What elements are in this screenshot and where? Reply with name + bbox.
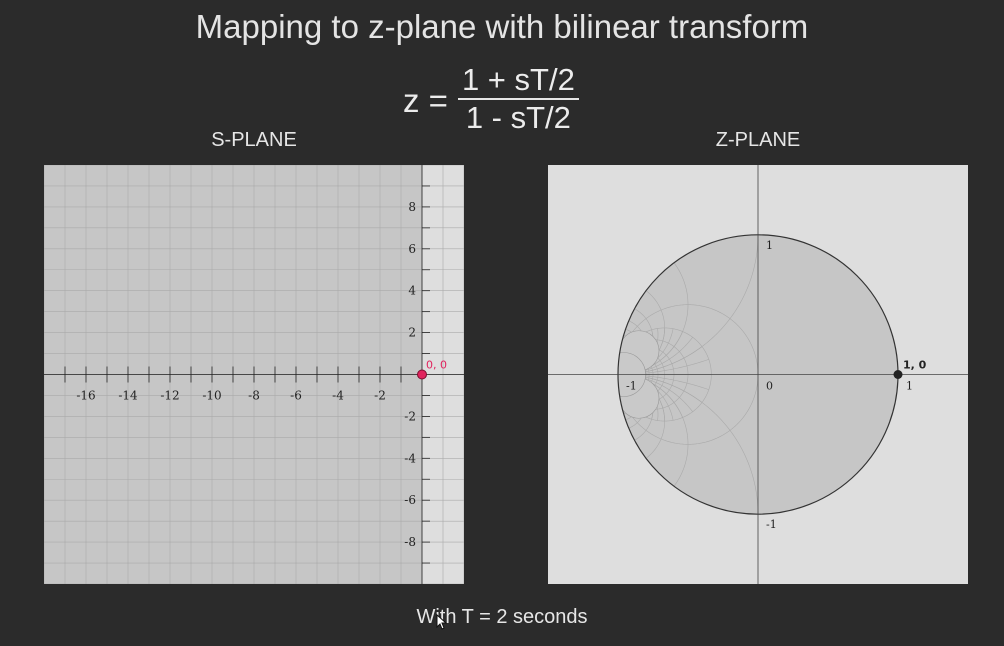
real-axis-tick-label: -4: [332, 389, 344, 403]
formula-fraction: 1 + sT/2 1 - sT/2: [457, 64, 579, 135]
formula-denominator: 1 - sT/2: [465, 100, 571, 135]
imag-axis-tick-label: -8: [404, 535, 416, 549]
s-plane-ticks: [64, 185, 430, 564]
imag-axis-tick-label: -2: [404, 409, 416, 423]
formula-lhs: z =: [403, 82, 448, 119]
z-plane-label: Z-PLANE: [715, 129, 801, 151]
real-axis-tick-label: -8: [248, 389, 260, 403]
formula-numerator: 1 + sT/2: [457, 64, 579, 100]
pointer-cursor-icon: [436, 614, 448, 630]
real-axis-tick-label: -12: [160, 389, 179, 403]
imag-axis-tick-label: -6: [404, 493, 416, 507]
sample-period-caption: With T = 2 seconds: [416, 606, 588, 628]
s-plane-point-label: 0, 0: [426, 359, 447, 372]
z-axis-label-neg-one-real: -1: [626, 380, 637, 393]
imag-axis-tick-label: 2: [408, 326, 416, 340]
s-plane-canvas[interactable]: -16 -14 -12 -10 -8 -6 -4 -2 8 6 4 2 -2 -4 -6 -8 0, 0: [44, 165, 464, 584]
imag-axis-tick-label: -4: [404, 451, 416, 465]
s-plane-pole-marker: [417, 369, 427, 380]
imag-axis-tick-label: 6: [408, 242, 416, 256]
bilinear-formula: z = 1 + sT/2 1 - sT/2: [403, 64, 579, 134]
real-axis-tick-label: -10: [202, 389, 221, 403]
real-axis-tick-label: -16: [76, 389, 95, 403]
z-axis-label-neg-one-imag: -1: [766, 518, 777, 531]
z-axis-label-origin: 0: [766, 380, 773, 393]
z-plane-point-label: 1, 0: [903, 359, 927, 372]
real-axis-tick-label: -6: [290, 389, 302, 403]
s-plane-label: S-PLANE: [211, 129, 297, 151]
page-title: Mapping to z-plane with bilinear transfo…: [195, 8, 809, 45]
real-axis-tick-label: -14: [118, 389, 138, 403]
z-axis-label-one-real: 1: [906, 380, 913, 393]
imag-axis-tick-label: 4: [408, 284, 416, 298]
imag-axis-tick-label: 8: [408, 200, 416, 214]
z-axis-label-one-imag: 1: [766, 239, 773, 252]
z-plane-canvas[interactable]: -1 0 1 1 -1 1, 0: [548, 165, 968, 584]
real-axis-tick-label: -2: [374, 389, 386, 403]
z-plane-mapped-point: [893, 370, 903, 379]
